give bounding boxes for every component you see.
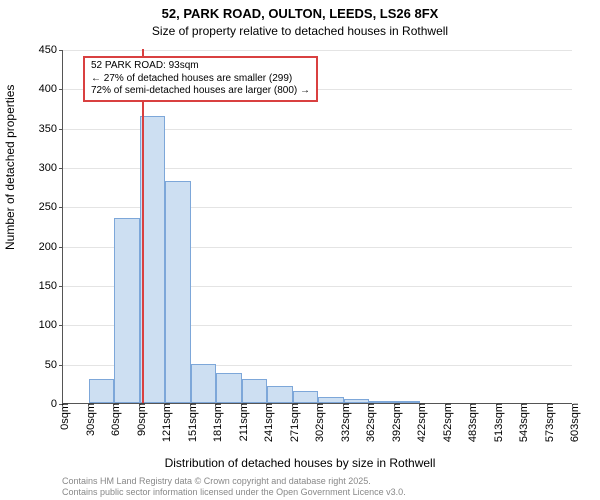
gridline	[63, 50, 572, 51]
x-tick-label: 302sqm	[310, 403, 326, 442]
histogram-bar	[191, 364, 217, 403]
x-tick-label: 362sqm	[361, 403, 377, 442]
x-tick-label: 513sqm	[489, 403, 505, 442]
x-tick-label: 90sqm	[132, 403, 148, 436]
histogram-bar	[242, 379, 268, 403]
y-tick-label: 450	[39, 44, 63, 56]
callout-line-2: ← 27% of detached houses are smaller (29…	[91, 73, 310, 86]
chart-container: 52, PARK ROAD, OULTON, LEEDS, LS26 8FX S…	[0, 0, 600, 500]
y-tick-label: 300	[39, 162, 63, 174]
x-tick-label: 332sqm	[336, 403, 352, 442]
x-tick-label: 543sqm	[514, 403, 530, 442]
histogram-bar	[165, 181, 191, 403]
x-tick-label: 573sqm	[540, 403, 556, 442]
chart-subtitle: Size of property relative to detached ho…	[0, 24, 600, 38]
plot-area: 0501001502002503003504004500sqm30sqm60sq…	[62, 50, 572, 404]
x-tick-label: 60sqm	[106, 403, 122, 436]
x-tick-label: 603sqm	[565, 403, 581, 442]
x-tick-label: 422sqm	[412, 403, 428, 442]
y-tick-label: 200	[39, 241, 63, 253]
histogram-bar	[267, 386, 293, 403]
y-tick-label: 100	[39, 319, 63, 331]
reference-line	[142, 49, 144, 403]
histogram-bar	[89, 379, 115, 403]
y-tick-label: 250	[39, 201, 63, 213]
y-tick-label: 350	[39, 123, 63, 135]
y-tick-label: 150	[39, 280, 63, 292]
y-tick-label: 50	[45, 359, 63, 371]
reference-callout: 52 PARK ROAD: 93sqm ← 27% of detached ho…	[83, 56, 318, 102]
histogram-bar	[293, 391, 319, 403]
histogram-bar	[114, 218, 140, 403]
x-tick-label: 181sqm	[208, 403, 224, 442]
x-tick-label: 151sqm	[183, 403, 199, 442]
histogram-bar	[216, 373, 242, 403]
x-axis-label: Distribution of detached houses by size …	[0, 456, 600, 470]
x-tick-label: 121sqm	[157, 403, 173, 442]
x-tick-label: 30sqm	[81, 403, 97, 436]
x-tick-label: 392sqm	[387, 403, 403, 442]
callout-line-1: 52 PARK ROAD: 93sqm	[91, 60, 310, 73]
x-tick-label: 211sqm	[234, 403, 250, 441]
chart-title: 52, PARK ROAD, OULTON, LEEDS, LS26 8FX	[0, 6, 600, 21]
y-tick-label: 400	[39, 83, 63, 95]
x-tick-label: 483sqm	[463, 403, 479, 442]
x-tick-label: 0sqm	[55, 403, 71, 430]
callout-line-3: 72% of semi-detached houses are larger (…	[91, 85, 310, 98]
attribution-line-1: Contains HM Land Registry data © Crown c…	[62, 476, 406, 487]
y-axis-label: Number of detached properties	[3, 85, 17, 250]
x-tick-label: 241sqm	[259, 403, 275, 442]
attribution-text: Contains HM Land Registry data © Crown c…	[62, 476, 406, 499]
attribution-line-2: Contains public sector information licen…	[62, 487, 406, 498]
x-tick-label: 271sqm	[285, 403, 301, 442]
x-tick-label: 452sqm	[438, 403, 454, 442]
